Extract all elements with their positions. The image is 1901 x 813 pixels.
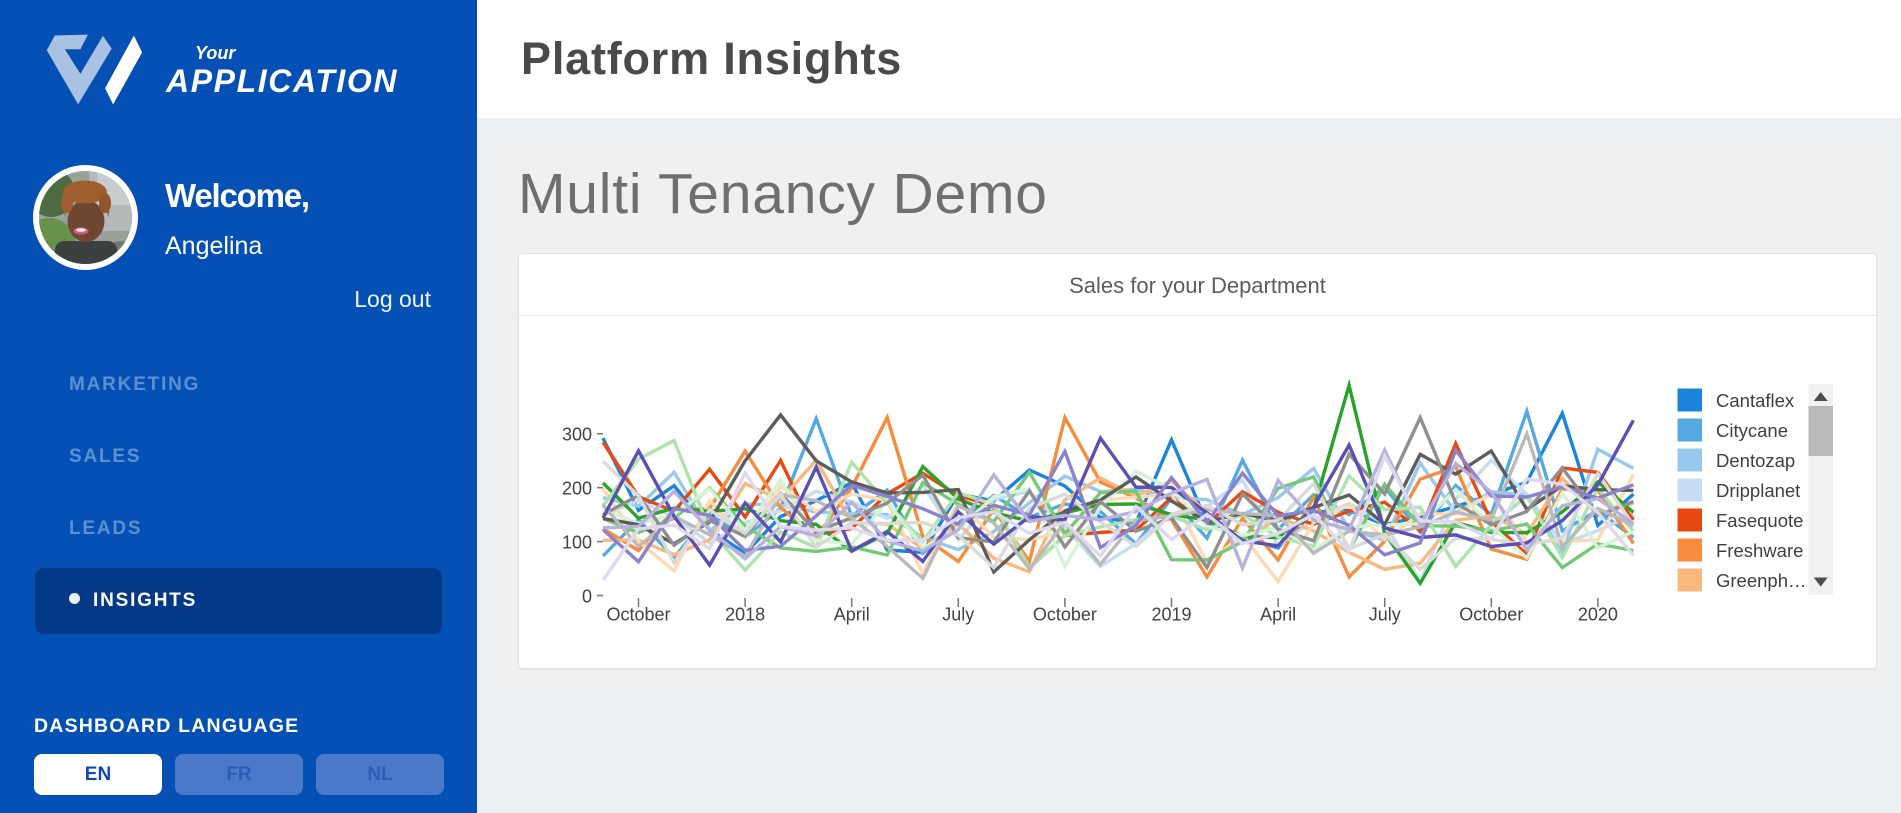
svg-text:October: October xyxy=(606,605,670,625)
svg-text:April: April xyxy=(1260,605,1296,625)
svg-text:Fasequote: Fasequote xyxy=(1716,510,1803,531)
svg-text:2020: 2020 xyxy=(1578,605,1618,625)
svg-text:Citycane: Citycane xyxy=(1716,420,1788,441)
svg-text:200: 200 xyxy=(562,479,592,499)
svg-text:October: October xyxy=(1033,605,1097,625)
svg-text:Greenph…: Greenph… xyxy=(1716,570,1807,591)
svg-text:Freshware: Freshware xyxy=(1716,540,1803,561)
svg-text:100: 100 xyxy=(562,533,592,553)
svg-text:0: 0 xyxy=(582,587,592,607)
svg-text:300: 300 xyxy=(562,425,592,445)
svg-text:2019: 2019 xyxy=(1151,605,1191,625)
svg-text:Cantaflex: Cantaflex xyxy=(1716,390,1795,411)
svg-text:Dripplanet: Dripplanet xyxy=(1716,480,1800,501)
svg-text:July: July xyxy=(942,605,974,625)
svg-text:2018: 2018 xyxy=(725,605,765,625)
svg-text:July: July xyxy=(1369,605,1401,625)
svg-text:October: October xyxy=(1459,605,1523,625)
svg-text:April: April xyxy=(834,605,870,625)
svg-text:Dentozap: Dentozap xyxy=(1716,450,1795,471)
